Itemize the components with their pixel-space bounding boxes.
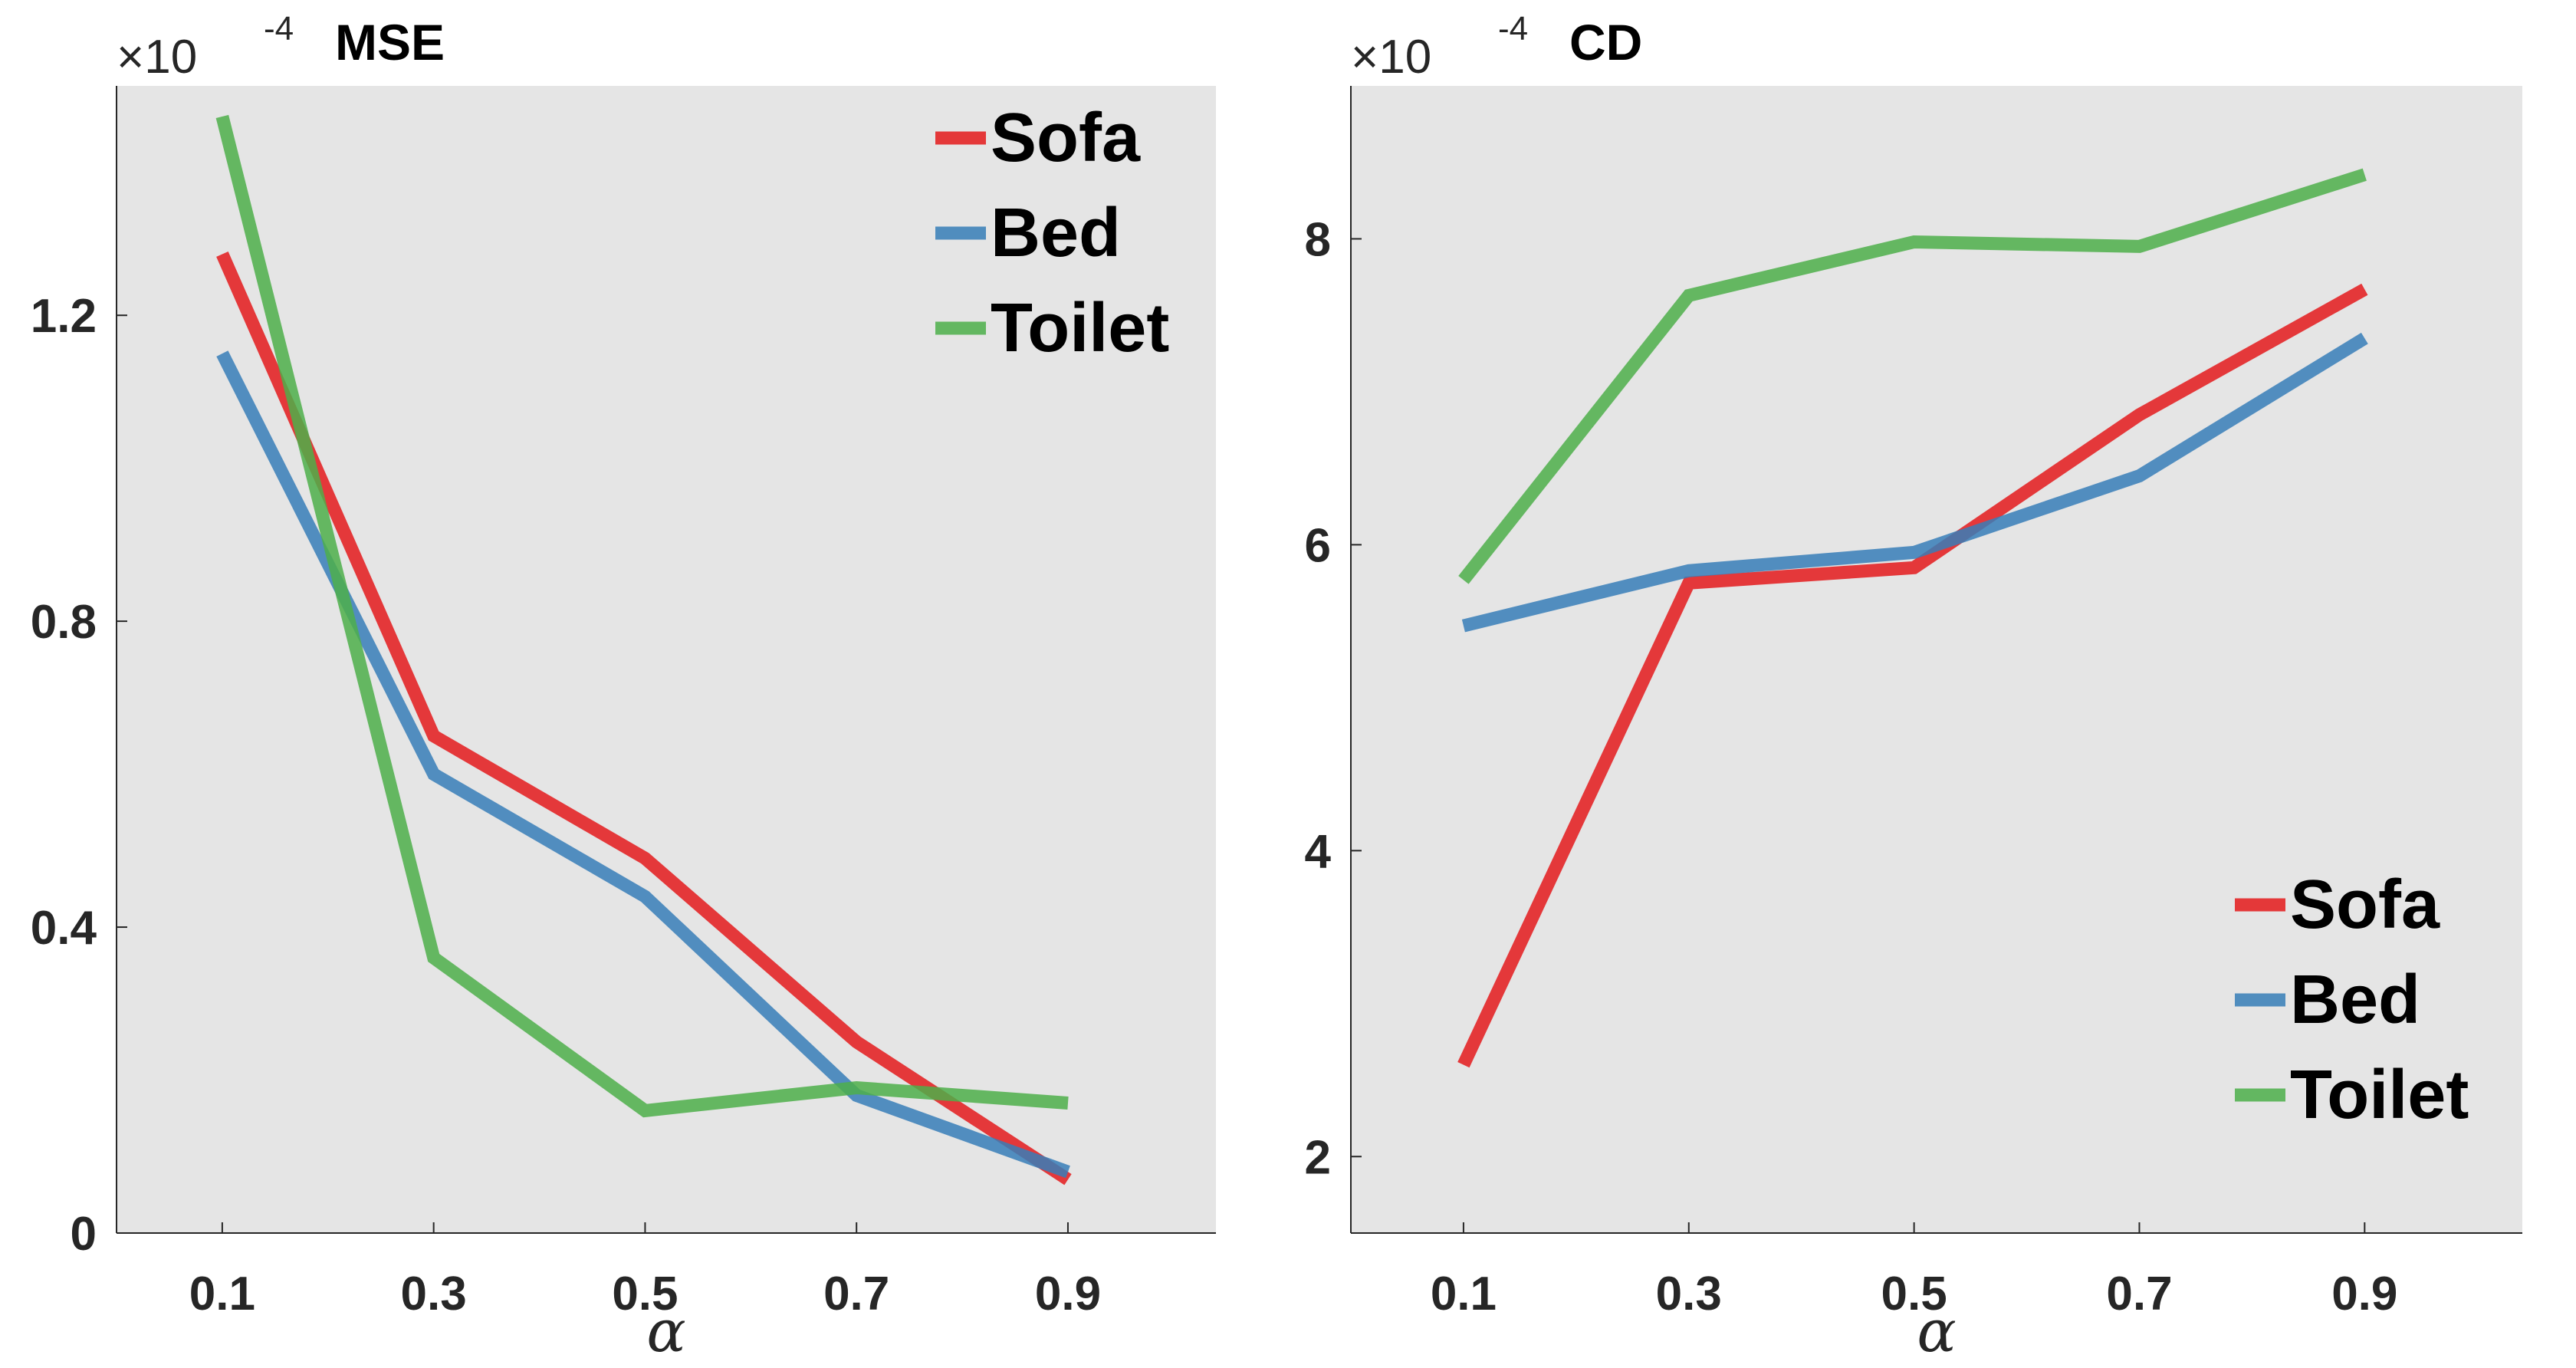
- x-axis-label: α: [1917, 1297, 1956, 1365]
- x-tick-label: 0.9: [1035, 1268, 1101, 1320]
- y-tick-label: 1.2: [31, 290, 97, 343]
- x-tick-label: 0.3: [1656, 1268, 1722, 1320]
- scale-exponent-label: -4: [264, 10, 294, 48]
- legend-label-sofa: Sofa: [991, 100, 1141, 176]
- scale-exponent-label: -4: [1498, 10, 1528, 48]
- x-tick-label: 0.1: [1431, 1268, 1497, 1320]
- legend-label-bed: Bed: [991, 195, 1121, 271]
- x-tick-label: 0.5: [612, 1268, 678, 1320]
- legend: Sofa Bed Toilet: [2235, 867, 2469, 1133]
- y-tick-label: 0.8: [31, 596, 97, 649]
- x-tick-label: 0.3: [401, 1268, 467, 1320]
- y-tick-label: 6: [1305, 519, 1331, 572]
- x-tick-label: 0.5: [1881, 1268, 1947, 1320]
- y-tick-label: 8: [1305, 213, 1331, 266]
- x-tick-label: 0.7: [823, 1268, 889, 1320]
- y-tick-label: 0: [71, 1208, 97, 1261]
- chart-panel-cd: 2 4 6 8 0.1 0.3 0.5 0.7 0.9 ×10 -4 CD α Sofa Bed Toilet: [1305, 10, 2522, 1365]
- plot-area: [117, 86, 1216, 1233]
- legend-label-sofa: Sofa: [2290, 867, 2440, 943]
- x-tick-label: 0.1: [189, 1268, 255, 1320]
- scale-factor-label: ×10: [1351, 31, 1431, 84]
- legend-label-bed: Bed: [2290, 962, 2420, 1038]
- y-tick-label: 2: [1305, 1131, 1331, 1184]
- chart-panel-mse: 0 0.4 0.8 1.2 0.1 0.3 0.5 0.7 0.9 ×10 -4 MSE α Sofa Be…: [31, 10, 1216, 1365]
- legend: Sofa Bed Toilet: [935, 100, 1169, 367]
- chart-title: MSE: [335, 14, 445, 71]
- x-axis-label: α: [646, 1297, 685, 1365]
- x-tick-label: 0.7: [2106, 1268, 2172, 1320]
- plot-area: [1351, 86, 2522, 1233]
- legend-label-toilet: Toilet: [991, 290, 1169, 367]
- y-tick-label: 0.4: [31, 902, 97, 955]
- legend-label-toilet: Toilet: [2290, 1057, 2469, 1133]
- x-tick-label: 0.9: [2331, 1268, 2397, 1320]
- scale-factor-label: ×10: [117, 31, 197, 84]
- y-tick-label: 4: [1305, 825, 1332, 878]
- chart-title: CD: [1569, 14, 1642, 71]
